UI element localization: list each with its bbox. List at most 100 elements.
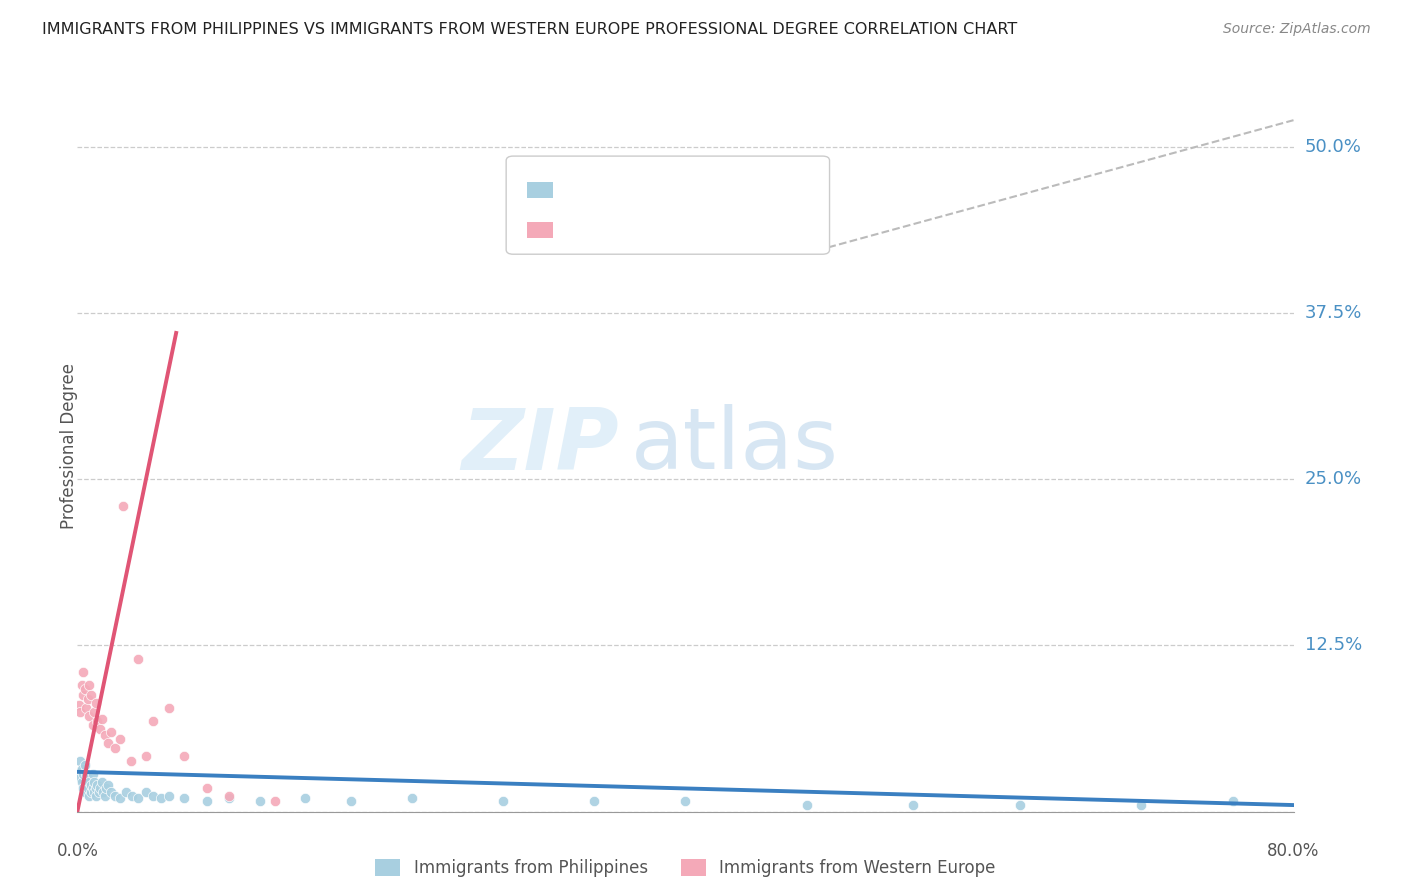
Point (96, 780, 118, 795)
Point (69, 705, 91, 719)
Y-axis label: Professional Degree: Professional Degree (60, 363, 77, 529)
Point (100, 785, 122, 799)
Point (82, 718, 104, 732)
Point (84, 789, 107, 803)
Point (79, 775, 101, 789)
Point (104, 789, 127, 803)
Point (675, 794, 697, 808)
Point (83, 785, 105, 799)
Point (583, 794, 606, 808)
Point (69, 754, 91, 768)
Point (142, 714, 165, 729)
Point (86, 714, 108, 729)
Point (75, 701, 97, 715)
Point (90, 712, 112, 726)
Point (67, 764, 90, 779)
Point (127, 791, 149, 805)
Text: ZIP: ZIP (461, 404, 619, 488)
Point (294, 791, 316, 805)
Point (93, 789, 115, 803)
Point (127, 652, 149, 666)
Point (89, 723, 111, 737)
Point (1130, 798, 1153, 813)
Point (84, 780, 107, 795)
Point (70, 762, 93, 776)
Point (195, 780, 218, 795)
Point (84, 696, 107, 710)
Point (91, 785, 114, 799)
Point (90, 775, 112, 789)
Point (135, 748, 157, 763)
Point (80, 688, 103, 702)
Point (77, 691, 100, 706)
Text: -0.658: -0.658 (609, 183, 668, 201)
Point (77, 772, 100, 786)
Text: atlas: atlas (631, 404, 839, 488)
Point (111, 499, 134, 513)
Point (149, 791, 172, 805)
Text: 37.5%: 37.5% (1305, 304, 1362, 322)
Text: N =: N = (679, 223, 727, 241)
Point (100, 725, 122, 739)
Point (121, 789, 143, 803)
Point (97, 735, 120, 749)
Point (173, 748, 195, 763)
Point (157, 789, 180, 803)
Text: R =: R = (564, 183, 600, 201)
Point (89, 780, 111, 795)
Point (73, 758, 96, 772)
Text: 0.620: 0.620 (609, 223, 661, 241)
Point (83, 705, 105, 719)
Text: 50.0%: 50.0% (1305, 137, 1361, 156)
Legend: Immigrants from Philippines, Immigrants from Western Europe: Immigrants from Philippines, Immigrants … (368, 853, 1002, 884)
Point (249, 794, 271, 808)
Point (340, 794, 363, 808)
Point (108, 731, 131, 746)
Point (80, 778, 103, 792)
Point (195, 794, 218, 808)
Point (218, 791, 240, 805)
Text: 12.5%: 12.5% (1305, 637, 1362, 655)
Point (1008, 798, 1031, 813)
Point (75, 767, 97, 781)
Point (87, 785, 110, 799)
Point (86, 778, 108, 792)
Point (73, 785, 96, 799)
Text: 56: 56 (730, 183, 752, 201)
Point (83, 775, 105, 789)
Point (173, 791, 195, 805)
Point (69, 772, 91, 786)
Point (401, 791, 423, 805)
Point (264, 794, 287, 808)
Point (70, 678, 93, 692)
Text: 32: 32 (730, 223, 754, 241)
Point (796, 798, 818, 813)
Point (1222, 794, 1244, 808)
Point (70, 775, 93, 789)
Point (72, 767, 94, 781)
Text: 0.0%: 0.0% (56, 842, 98, 860)
Point (67, 698, 90, 713)
Text: R =: R = (564, 223, 605, 241)
Point (903, 798, 925, 813)
Point (72, 780, 94, 795)
Point (93, 728, 115, 742)
Point (218, 789, 240, 803)
Point (120, 754, 142, 768)
Point (115, 785, 138, 799)
Text: 25.0%: 25.0% (1305, 470, 1362, 488)
Point (135, 785, 157, 799)
Point (97, 778, 120, 792)
Point (72, 665, 94, 679)
Point (82, 780, 104, 795)
Point (157, 701, 180, 715)
Point (142, 789, 165, 803)
Point (75, 778, 97, 792)
Point (73, 682, 96, 697)
Point (79, 678, 101, 692)
Point (82, 767, 104, 781)
Text: 80.0%: 80.0% (1267, 842, 1320, 860)
Point (80, 785, 103, 799)
Text: IMMIGRANTS FROM PHILIPPINES VS IMMIGRANTS FROM WESTERN EUROPE PROFESSIONAL DEGRE: IMMIGRANTS FROM PHILIPPINES VS IMMIGRANT… (42, 22, 1018, 37)
Point (108, 791, 131, 805)
